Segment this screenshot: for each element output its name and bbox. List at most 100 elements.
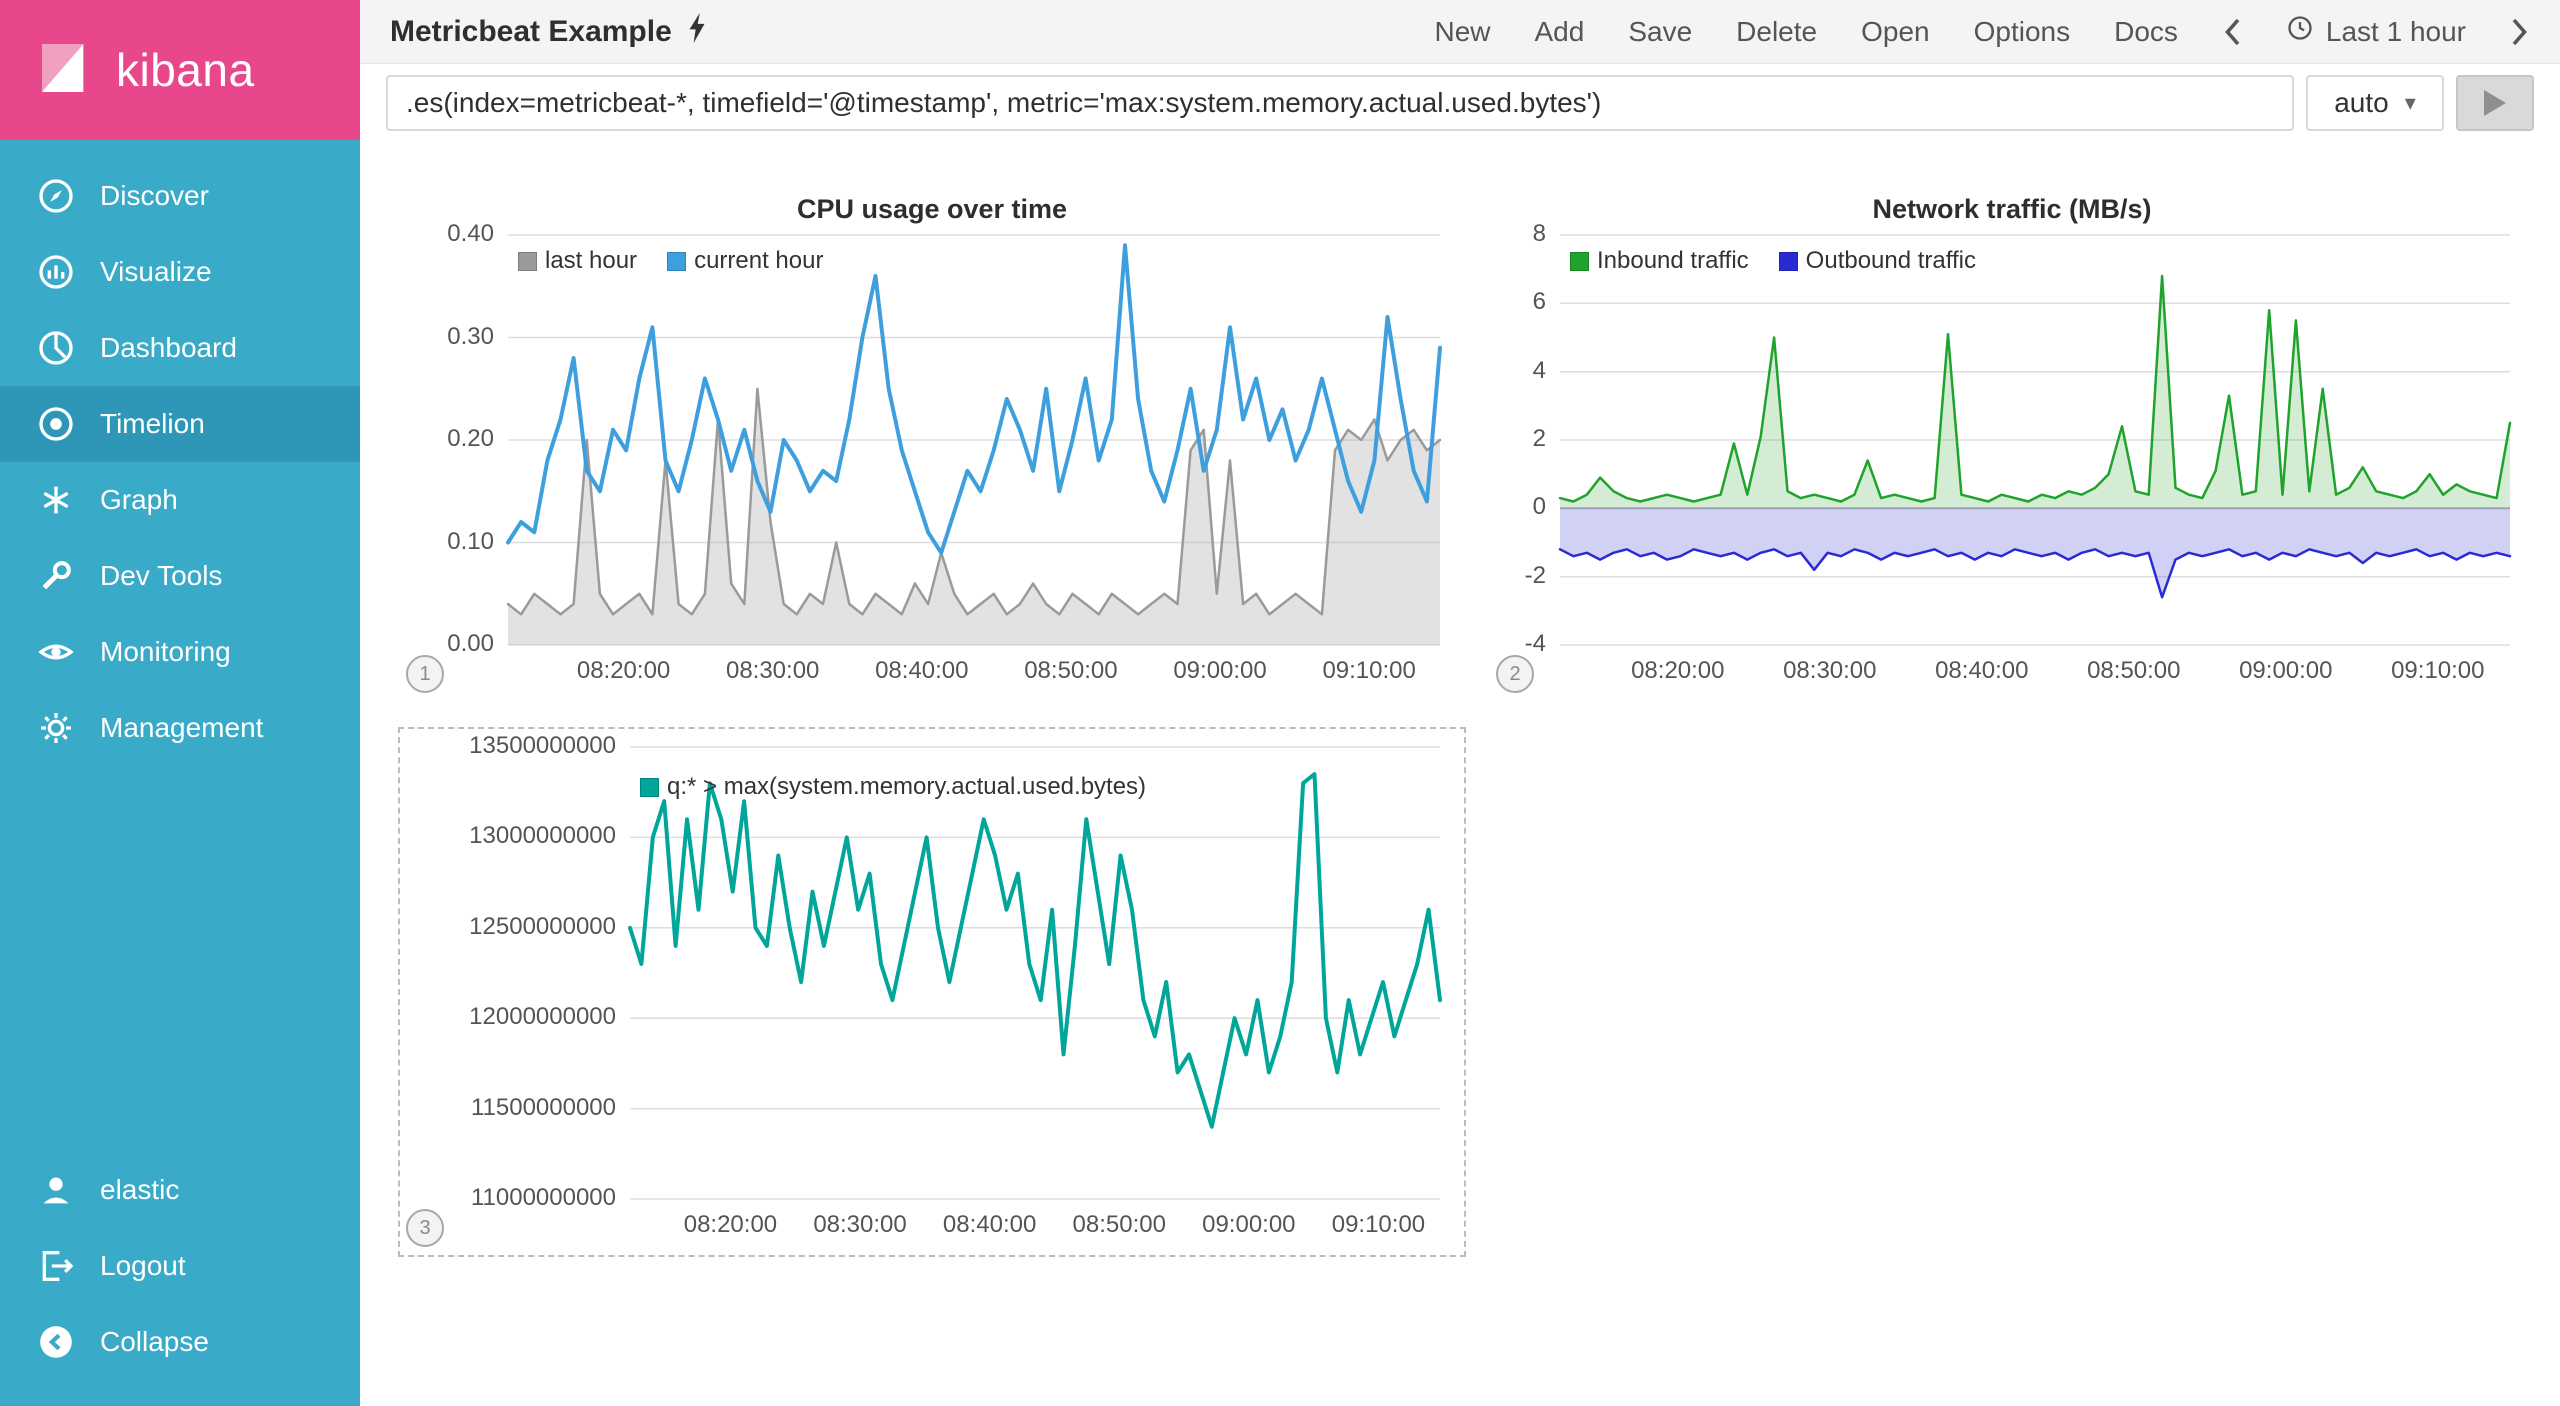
x-axis: 08:20:00 08:30:00 08:40:00 08:50:00 09:00:00… xyxy=(1498,645,2526,695)
graph-icon xyxy=(34,478,78,522)
y-axis-label: 13500000000 xyxy=(469,732,616,759)
y-axis-label: 8 xyxy=(1532,220,1546,247)
plot-area[interactable]: Inbound traffic Outbound traffic -4 -2 0 2 4 6… xyxy=(1498,220,2526,657)
collapse-icon xyxy=(34,1320,78,1364)
legend-label: q:* > max(system.memory.actual.used.byte… xyxy=(667,773,1147,800)
timelion-chart-2[interactable]: Network traffic (MB/s) Inbound traffic Ou… xyxy=(1488,178,2536,703)
menu-docs[interactable]: Docs xyxy=(2114,15,2178,47)
sidebar-item-label: Management xyxy=(100,712,264,743)
sidebar-item-discover[interactable]: Discover xyxy=(0,158,360,234)
sidebar-item-label: Discover xyxy=(100,180,209,211)
sidebar-item-user[interactable]: elastic xyxy=(0,1152,360,1228)
sidebar-item-management[interactable]: Management xyxy=(0,690,360,766)
x-axis-label: 08:40:00 xyxy=(875,657,969,684)
sidebar-item-collapse[interactable]: Collapse xyxy=(0,1304,360,1380)
sidebar-item-label: Dev Tools xyxy=(100,560,223,591)
visualize-icon xyxy=(34,250,78,294)
x-axis-label: 08:20:00 xyxy=(1631,657,1725,684)
charts-grid: CPU usage over time last hour current hou… xyxy=(360,142,2560,1257)
legend-swatch xyxy=(640,777,659,797)
legend-item: last hour xyxy=(518,247,637,275)
chart-badge: 2 xyxy=(1496,655,1534,693)
legend-label: Outbound traffic xyxy=(1805,247,1977,274)
sidebar-item-label: Dashboard xyxy=(100,332,237,363)
sidebar-item-visualize[interactable]: Visualize xyxy=(0,234,360,310)
chart-canvas xyxy=(628,746,1442,1200)
x-axis-label: 08:30:00 xyxy=(813,1211,907,1238)
y-axis-label: 0.30 xyxy=(447,322,494,350)
sidebar-nav: Discover Visualize Dashboard Timelion Gr… xyxy=(0,140,360,766)
play-button[interactable] xyxy=(2456,75,2534,131)
menu-options[interactable]: Options xyxy=(1973,15,2071,47)
interval-value: auto xyxy=(2334,87,2389,118)
plot-area[interactable]: last hour current hour 0.00 0.10 0.20 0.30 0.… xyxy=(408,220,1456,657)
sidebar-item-label: Collapse xyxy=(100,1326,209,1357)
legend: Inbound traffic Outbound traffic xyxy=(1570,247,1976,275)
sidebar-item-logout[interactable]: Logout xyxy=(0,1228,360,1304)
sidebar-item-timelion[interactable]: Timelion xyxy=(0,386,360,462)
eye-icon xyxy=(34,630,78,674)
plot-area[interactable]: q:* > max(system.memory.actual.used.byte… xyxy=(408,732,1456,1211)
x-axis-label: 08:30:00 xyxy=(725,657,820,684)
y-axis-label: 11000000000 xyxy=(470,1184,616,1211)
legend-item: current hour xyxy=(667,247,823,275)
x-axis-label: 09:10:00 xyxy=(1322,657,1416,684)
y-axis-label: 0.10 xyxy=(447,527,494,555)
dashboard-title-group: Metricbeat Example xyxy=(390,12,708,51)
timelion-chart-3[interactable]: q:* > max(system.memory.actual.used.byte… xyxy=(398,727,1466,1257)
logout-icon xyxy=(34,1244,78,1288)
chart-title: CPU usage over time xyxy=(796,194,1068,224)
sidebar-item-dashboard[interactable]: Dashboard xyxy=(0,310,360,386)
chart-title: Network traffic (MB/s) xyxy=(1872,194,2152,224)
chevron-down-icon: ▾ xyxy=(2404,90,2416,115)
y-axis-label: 0.20 xyxy=(447,425,494,452)
y-axis-label: 6 xyxy=(1532,288,1546,316)
x-axis-label: 08:50:00 xyxy=(1072,1211,1166,1238)
lightning-bolt-icon xyxy=(686,12,708,51)
time-range-label: Last 1 hour xyxy=(2325,15,2466,47)
y-axis-label: -2 xyxy=(1524,561,1546,589)
discover-icon xyxy=(34,174,78,218)
y-axis-label: 11500000000 xyxy=(470,1093,616,1121)
timelion-expression-input[interactable] xyxy=(386,75,2294,131)
timelion-icon xyxy=(34,402,78,446)
sidebar-item-dev-tools[interactable]: Dev Tools xyxy=(0,538,360,614)
top-bar: Metricbeat Example New Add Save Delete O… xyxy=(360,0,2560,64)
sidebar-item-graph[interactable]: Graph xyxy=(0,462,360,538)
x-axis-label: 08:20:00 xyxy=(683,1211,778,1238)
x-axis-label: 09:10:00 xyxy=(2391,657,2485,684)
kibana-brand[interactable]: kibana xyxy=(0,0,360,140)
interval-select[interactable]: auto ▾ xyxy=(2306,75,2444,131)
x-axis: 08:20:00 08:30:00 08:40:00 08:50:00 09:00:00… xyxy=(408,645,1456,695)
play-icon xyxy=(2484,90,2506,116)
menu-add[interactable]: Add xyxy=(1534,15,1585,47)
timelion-chart-1[interactable]: CPU usage over time last hour current hou… xyxy=(398,178,1466,703)
x-axis-label: 08:40:00 xyxy=(1935,657,2029,684)
legend: last hour current hour xyxy=(518,247,823,275)
y-axis-label: 12500000000 xyxy=(469,912,616,940)
legend-label: Inbound traffic xyxy=(1597,247,1749,274)
legend-swatch xyxy=(1778,251,1798,271)
menu-save[interactable]: Save xyxy=(1628,15,1693,47)
time-forward-button[interactable] xyxy=(2510,17,2530,47)
time-back-button[interactable] xyxy=(2222,17,2242,47)
x-axis-label: 08:50:00 xyxy=(2087,657,2181,684)
x-axis-label: 09:00:00 xyxy=(1202,1211,1296,1238)
kibana-logo-icon xyxy=(30,36,94,105)
sidebar-item-monitoring[interactable]: Monitoring xyxy=(0,614,360,690)
sidebar-item-label: Monitoring xyxy=(100,636,231,667)
time-picker[interactable]: Last 1 hour xyxy=(2286,14,2466,49)
sidebar-item-label: Logout xyxy=(100,1250,186,1281)
app-title: kibana xyxy=(116,44,255,96)
gear-icon xyxy=(34,706,78,750)
legend-label: last hour xyxy=(545,247,638,274)
sidebar-footer: elastic Logout Collapse xyxy=(0,1152,360,1406)
y-axis-label: 0 xyxy=(1532,493,1546,521)
legend-swatch xyxy=(518,251,537,271)
x-axis-label: 08:30:00 xyxy=(1783,657,1877,684)
menu-delete[interactable]: Delete xyxy=(1736,15,1818,47)
legend-item: Inbound traffic xyxy=(1570,247,1749,275)
menu-open[interactable]: Open xyxy=(1861,15,1930,47)
x-axis-label: 09:10:00 xyxy=(1331,1211,1426,1238)
menu-new[interactable]: New xyxy=(1434,15,1491,47)
